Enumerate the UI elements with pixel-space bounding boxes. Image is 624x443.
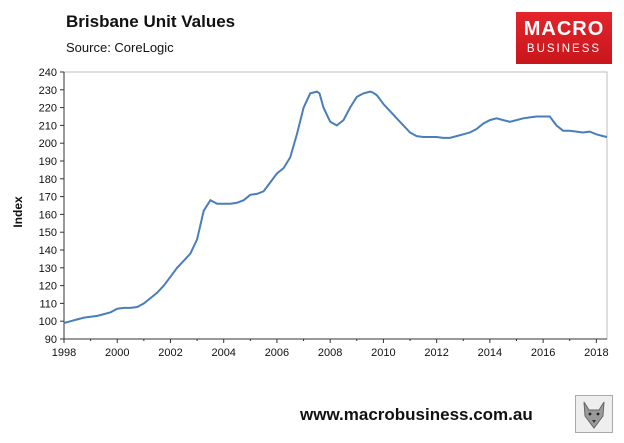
x-tick-label: 1998 [52,347,76,359]
x-tick-label: 2010 [371,347,395,359]
x-tick-label: 2004 [211,347,235,359]
chart-title: Brisbane Unit Values [66,12,236,31]
footer-url: www.macrobusiness.com.au [300,405,533,424]
y-tick-label: 230 [39,85,57,97]
x-tick-label: 2008 [318,347,342,359]
y-tick-label: 240 [39,67,57,79]
y-tick-label: 210 [39,120,57,132]
logo-line1: MACRO [523,18,605,40]
y-tick-label: 120 [39,281,57,293]
y-tick-label: 140 [39,245,57,257]
logo-line2: BUSINESS [526,43,602,55]
y-tick-label: 150 [39,227,57,239]
y-tick-label: 130 [39,263,57,275]
y-tick-label: 100 [39,316,57,328]
x-ticks: 1998 2000 2002 2004 2006 2008 2010 2012 2014 2016… [52,339,609,359]
macrobusiness-logo: MACRO BUSINESS [516,12,612,64]
x-tick-label: 2000 [105,347,129,359]
wolf-logo-icon [575,395,613,433]
series-line-brisbane-units [63,90,608,324]
y-ticks: 90 100 110 120 130 140 150 160 170 180 190 200 210 22… [39,67,64,346]
y-tick-label: 200 [39,138,57,150]
y-tick-label: 170 [39,192,57,204]
chart-source: Source: CoreLogic [66,40,174,55]
x-tick-label: 2002 [158,347,182,359]
x-tick-label: 2016 [531,347,555,359]
x-tick-label: 2018 [584,347,608,359]
plot-area-border [63,71,608,340]
y-tick-label: 190 [39,156,57,168]
y-tick-label: 180 [39,174,57,186]
y-tick-label: 220 [39,103,57,115]
y-tick-label: 160 [39,209,57,221]
y-tick-label: 110 [39,298,57,310]
y-axis-label: Index [11,196,25,228]
x-tick-label: 2014 [478,347,502,359]
x-tick-label: 2006 [265,347,289,359]
x-tick-label: 2012 [424,347,448,359]
chart-axes [63,71,608,340]
y-tick-label: 90 [45,334,57,346]
